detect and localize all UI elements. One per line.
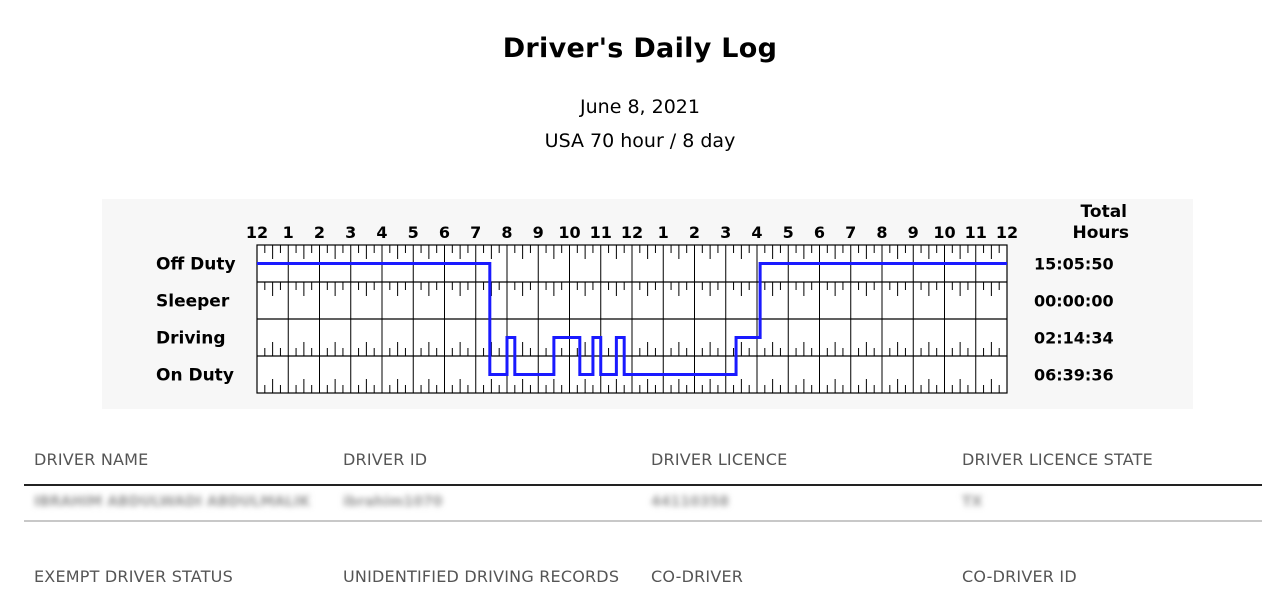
- hour-label: 2: [689, 223, 700, 242]
- value-driver-licence: 44110358: [651, 494, 729, 510]
- hour-label: 9: [908, 223, 919, 242]
- hour-label: 8: [501, 223, 512, 242]
- hour-label: 4: [751, 223, 762, 242]
- hour-label: 6: [439, 223, 450, 242]
- driver-info-table: DRIVER NAME DRIVER ID DRIVER LICENCE DRI…: [0, 430, 1280, 594]
- total-hours-header: Total: [1081, 202, 1127, 222]
- header-driver-licence-state: DRIVER LICENCE STATE: [962, 450, 1153, 469]
- hos-ruleset: USA 70 hour / 8 day: [544, 130, 736, 152]
- total-hours-header: Hours: [1072, 223, 1129, 243]
- row-label: Sleeper: [156, 292, 230, 312]
- hour-label: 11: [590, 223, 612, 242]
- hour-label: 9: [533, 223, 544, 242]
- hour-label: 10: [558, 223, 580, 242]
- value-driver-licence-state: TX: [962, 494, 983, 510]
- row-total: 15:05:50: [1034, 255, 1114, 274]
- hour-label: 7: [470, 223, 481, 242]
- hour-label: 4: [376, 223, 387, 242]
- header-exempt-driver-status: EXEMPT DRIVER STATUS: [34, 567, 233, 586]
- row-total: 00:00:00: [1034, 292, 1114, 311]
- hour-label: 8: [876, 223, 887, 242]
- value-driver-name: IBRAHIM ABDULWADI ABDULMALIK: [34, 494, 311, 510]
- row-total: 02:14:34: [1034, 329, 1114, 348]
- hour-label: 12: [621, 223, 643, 242]
- hour-label: 11: [965, 223, 987, 242]
- row-label: On Duty: [156, 366, 234, 386]
- header-co-driver-id: CO-DRIVER ID: [962, 567, 1077, 586]
- hour-label: 1: [658, 223, 669, 242]
- duty-status-graph: 12 1 2 3 4 5 6 7 8 9 10 11 12 1 2 3 4 5 6 7 8 9 10 11 12 Off Duty…: [102, 199, 1193, 409]
- header-driver-id: DRIVER ID: [343, 450, 428, 469]
- page-title: Driver's Daily Log: [502, 33, 778, 64]
- hour-label: 5: [783, 223, 794, 242]
- table-divider: [24, 484, 1262, 486]
- hour-label: 7: [845, 223, 856, 242]
- log-date: June 8, 2021: [580, 96, 700, 118]
- hour-label: 3: [720, 223, 731, 242]
- hour-label: 2: [314, 223, 325, 242]
- row-label: Off Duty: [156, 255, 236, 275]
- row-label: Driving: [156, 329, 226, 349]
- row-total: 06:39:36: [1034, 366, 1114, 385]
- value-driver-id: ibrahim1070: [343, 494, 443, 510]
- hour-label: 6: [814, 223, 825, 242]
- hour-label: 12: [246, 223, 268, 242]
- duty-status-line: [257, 262, 1007, 376]
- hour-label: 1: [283, 223, 294, 242]
- header-co-driver: CO-DRIVER: [651, 567, 744, 586]
- hour-label: 12: [996, 223, 1018, 242]
- header-unidentified-driving-records: UNIDENTIFIED DRIVING RECORDS: [343, 567, 620, 586]
- hour-label: 5: [408, 223, 419, 242]
- hour-label: 3: [345, 223, 356, 242]
- header-driver-name: DRIVER NAME: [34, 450, 149, 469]
- header-driver-licence: DRIVER LICENCE: [651, 450, 788, 469]
- hour-label: 10: [933, 223, 955, 242]
- table-divider: [24, 520, 1262, 522]
